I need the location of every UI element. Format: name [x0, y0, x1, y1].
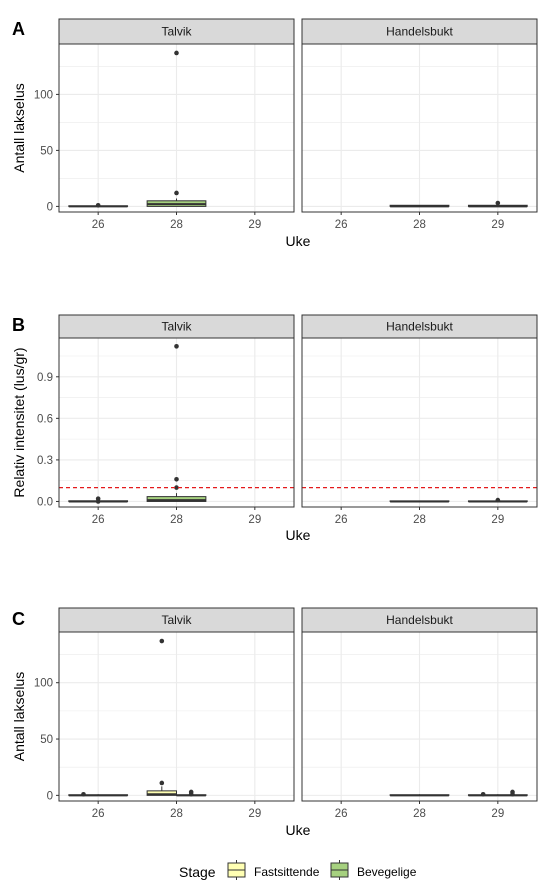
legend-label-fastsittende: Fastsittende	[254, 865, 320, 879]
x-axis-title: Uke	[286, 822, 311, 838]
outlier-point	[159, 638, 165, 644]
x-tick-label: 28	[170, 808, 183, 820]
x-tick-label: 29	[248, 808, 261, 820]
x-tick-label: 29	[248, 514, 261, 526]
x-tick-label: 28	[170, 514, 183, 526]
facet-strip-label: Talvik	[161, 320, 192, 334]
box-body	[146, 496, 207, 502]
facet-handelsbukt: Handelsbukt 26 28 29	[301, 18, 538, 231]
x-axis-title: Uke	[286, 527, 311, 543]
y-tick-label: 0.6	[37, 413, 53, 425]
box-bevegelige-29	[497, 789, 528, 797]
outlier-point	[188, 789, 194, 795]
facet-strip	[301, 18, 538, 45]
legend-item-fastsittende: Fastsittende	[227, 862, 320, 879]
y-tick-label: 0.0	[37, 496, 53, 508]
chart-panel-a: A Talvik 26 28 29 0 50 100 Handelsbukt 26 28 29 Uke A…	[11, 18, 538, 249]
outlier-point	[174, 476, 179, 482]
chart-panel-c: C Talvik 26 28 29 0 50 100 Handelsbukt 26 28 29 Uke A…	[11, 607, 538, 838]
panel-label: C	[12, 609, 25, 629]
facet-strip	[301, 607, 538, 633]
box-bevegelige-28	[419, 794, 450, 797]
outlier-point	[159, 780, 165, 786]
y-axis-title: Relativ intensitet (lus/gr)	[11, 347, 27, 497]
x-tick-label: 29	[491, 219, 504, 231]
y-tick-label: 0	[47, 201, 53, 213]
box-bevegelige-28	[176, 789, 207, 797]
x-tick-label: 29	[248, 219, 261, 231]
facet-strip-label: Talvik	[161, 613, 192, 627]
box-fastsittende-28	[389, 500, 450, 503]
box-fastsittende-28	[389, 204, 450, 208]
x-tick-label: 26	[335, 219, 348, 231]
y-tick-label: 50	[40, 734, 53, 746]
x-tick-label: 26	[92, 808, 105, 820]
box-fastsittende-28	[389, 794, 420, 797]
facet-talvik: Talvik 26 28 29 0 50 100	[34, 18, 295, 231]
outlier-point	[510, 789, 515, 795]
facet-talvik: Talvik 26 28 29 0.0 0.3 0.6 0.9	[37, 314, 295, 526]
x-tick-label: 28	[413, 219, 426, 231]
x-tick-label: 28	[413, 808, 426, 820]
facet-handelsbukt: Handelsbukt 26 28 29	[301, 314, 538, 526]
y-tick-label: 100	[34, 89, 53, 101]
outlier-point	[174, 485, 179, 490]
outlier-point	[95, 496, 101, 501]
chart-panels: A Talvik 26 28 29 0 50 100 Handelsbukt 26 28 29 Uke A…	[11, 18, 538, 838]
panel-label: B	[12, 315, 25, 335]
box-fastsittende-26	[68, 496, 129, 504]
facet-talvik: Talvik 26 28 29 0 50 100	[34, 607, 295, 820]
facet-strip-label: Handelsbukt	[386, 613, 453, 627]
facet-strip-label: Handelsbukt	[386, 320, 453, 334]
outlier-point	[495, 497, 501, 503]
outlier-point	[174, 50, 179, 56]
x-tick-label: 26	[335, 514, 348, 526]
box-fastsittende-29	[467, 200, 528, 208]
facet-strip-label: Handelsbukt	[386, 25, 453, 39]
facet-strip	[58, 607, 295, 633]
outlier-point	[174, 190, 179, 196]
x-tick-label: 28	[413, 514, 426, 526]
legend-label-bevegelige: Bevegelige	[357, 865, 417, 879]
facet-handelsbukt: Handelsbukt 26 28 29	[301, 607, 538, 820]
x-tick-label: 26	[335, 808, 348, 820]
y-tick-label: 50	[40, 145, 53, 157]
y-tick-label: 0.3	[37, 455, 53, 467]
y-tick-label: 100	[34, 678, 53, 690]
box-bevegelige-28	[146, 344, 207, 502]
outlier-point	[480, 791, 486, 797]
outlier-point	[495, 200, 501, 206]
facet-strip-label: Talvik	[161, 25, 192, 39]
x-tick-label: 26	[92, 219, 105, 231]
x-axis-title: Uke	[286, 233, 311, 249]
y-axis-title: Antall lakselus	[11, 672, 27, 762]
box-fastsittende-26	[68, 202, 129, 208]
outlier-point	[95, 202, 101, 208]
x-tick-label: 29	[491, 514, 504, 526]
legend-title: Stage	[179, 864, 216, 880]
outlier-point	[81, 791, 86, 797]
box-fastsittende-28	[146, 638, 177, 796]
outlier-point	[174, 344, 179, 349]
box-fastsittende-29	[467, 791, 499, 797]
y-tick-label: 0	[47, 790, 53, 802]
chart-panel-b: B Talvik 26 28 29 0.0 0.3 0.6 0.9 Handelsbukt 26 28…	[11, 314, 538, 543]
legend-item-bevegelige: Bevegelige	[330, 862, 417, 879]
box-bevegelige-26	[97, 794, 129, 797]
x-tick-label: 29	[491, 808, 504, 820]
box-body	[146, 790, 177, 796]
x-tick-label: 28	[170, 219, 183, 231]
panel-label: A	[12, 19, 25, 39]
x-tick-label: 26	[92, 514, 105, 526]
legend: Stage Fastsittende Bevegelige	[179, 860, 417, 880]
facet-strip	[58, 18, 295, 45]
box-fastsittende-29	[467, 497, 528, 503]
box-bevegelige-28	[146, 50, 207, 207]
y-tick-label: 0.9	[37, 372, 53, 384]
y-axis-title: Antall lakselus	[11, 83, 27, 173]
